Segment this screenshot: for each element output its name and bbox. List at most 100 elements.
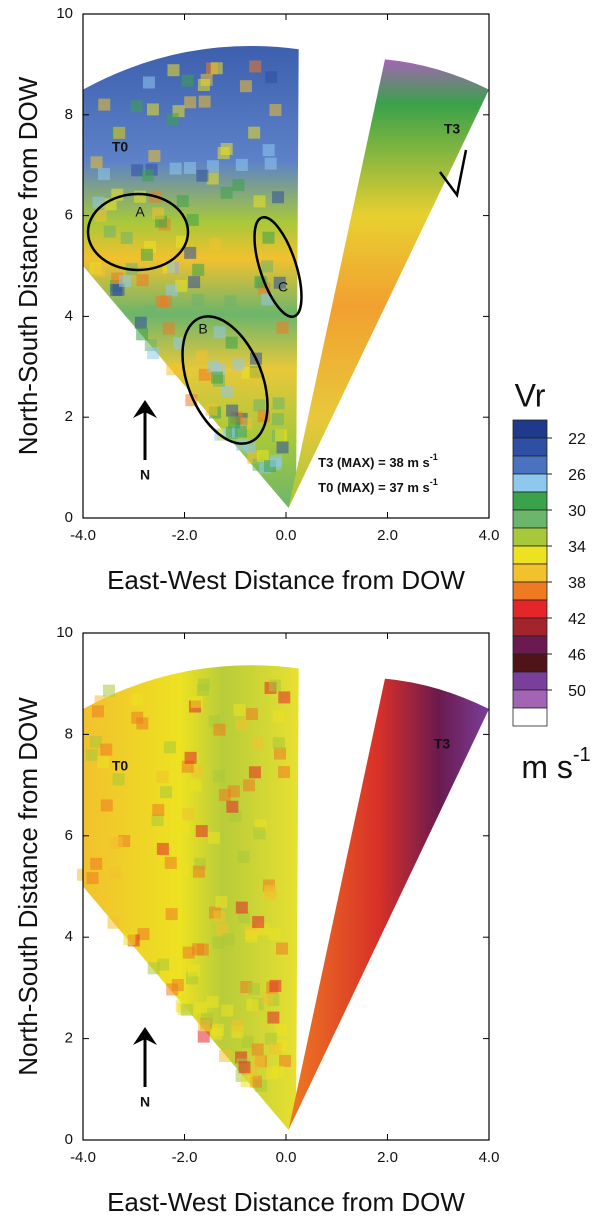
colorbar-swatch [512, 689, 548, 709]
texture [211, 371, 224, 384]
texture [113, 126, 126, 139]
texture [276, 441, 289, 454]
texture [221, 1004, 234, 1017]
texture [264, 157, 277, 170]
x-axis-title: East-West Distance from DOW [107, 1187, 465, 1217]
texture [165, 908, 178, 921]
north-arrow-head [133, 1027, 157, 1045]
texture [182, 808, 195, 821]
texture [276, 321, 289, 334]
texture [100, 743, 113, 756]
texture [245, 708, 258, 721]
colorbar-unit-text: m s [521, 749, 573, 785]
colorbar-tick-label: 30 [568, 503, 586, 520]
colorbar-swatch [512, 617, 548, 637]
texture [261, 260, 274, 273]
texture [210, 62, 223, 75]
texture [251, 1043, 264, 1056]
texture [143, 304, 156, 317]
colorbar-swatch [512, 419, 548, 439]
texture [237, 850, 250, 863]
texture [184, 161, 197, 174]
region-outline [86, 192, 190, 272]
texture [181, 74, 194, 87]
texture [275, 1023, 288, 1036]
colorbar-title: Vr [515, 377, 546, 413]
texture [249, 367, 262, 380]
colorbar: Vr 22 26 30 34 38 42 46 50 m s-1 [512, 377, 591, 785]
texture [147, 347, 160, 360]
texture [165, 284, 178, 297]
texture [253, 195, 266, 208]
texture [268, 679, 281, 692]
texture [146, 103, 159, 116]
x-axis-title: East-West Distance from DOW [107, 565, 465, 595]
texture [120, 232, 133, 245]
north-arrow-head [133, 400, 157, 418]
texture [134, 190, 147, 203]
texture [207, 831, 220, 844]
y-tick-label: 6 [65, 207, 73, 224]
texture [213, 723, 226, 736]
texture [205, 403, 218, 416]
texture [130, 100, 143, 113]
colorbar-tick-label: 42 [568, 611, 586, 628]
texture [184, 751, 197, 764]
colorbar-swatch [512, 527, 548, 547]
y-tick-label: 8 [65, 106, 73, 123]
colorbar-unit: m s-1 [521, 744, 590, 785]
texture [213, 326, 226, 339]
texture [261, 992, 274, 1005]
x-tick-label: 4.0 [479, 527, 500, 544]
annotation: N [140, 1094, 150, 1110]
texture [136, 274, 149, 287]
texture [97, 168, 110, 181]
texture [176, 863, 189, 876]
texture [213, 910, 226, 923]
x-tick-label: 0.0 [276, 1149, 297, 1166]
y-tick-label: 4 [65, 928, 73, 945]
colorbar-tick-label: 46 [568, 647, 586, 664]
texture [247, 982, 260, 995]
texture [249, 60, 262, 73]
texture [256, 449, 269, 462]
colorbar-swatch [512, 509, 548, 529]
texture [192, 263, 205, 276]
texture [191, 293, 204, 306]
texture [197, 1030, 210, 1043]
colorbar-swatch [512, 455, 548, 475]
max-note-sup: -1 [430, 452, 438, 462]
x-tick-label: -4.0 [70, 527, 96, 544]
texture [195, 825, 208, 838]
texture [163, 741, 176, 754]
texture [217, 147, 230, 160]
texture [241, 1035, 254, 1048]
colorbar-unit-sup: -1 [573, 744, 591, 766]
texture [235, 718, 248, 731]
texture [229, 810, 242, 823]
max-note-text: T3 (MAX) = 38 m s [318, 455, 430, 470]
y-tick-label: 8 [65, 725, 73, 742]
texture [141, 169, 154, 182]
colorbar-tick-label: 38 [568, 575, 586, 592]
y-tick-label: 2 [65, 1030, 73, 1047]
texture [147, 962, 160, 975]
colorbar-swatch [512, 707, 548, 727]
texture [192, 865, 205, 878]
texture [267, 1011, 280, 1024]
colorbar-swatch [512, 545, 548, 565]
texture [269, 1042, 282, 1055]
texture [225, 336, 238, 349]
texture [253, 399, 266, 412]
texture [134, 316, 147, 329]
texture [279, 1055, 292, 1068]
max-note: T0 (MAX) = 37 m s-1 [318, 477, 438, 495]
texture [102, 684, 115, 697]
texture [278, 766, 291, 779]
max-note-sup: -1 [430, 477, 438, 487]
texture [235, 901, 248, 914]
texture [234, 425, 247, 438]
texture [239, 80, 252, 93]
texture [98, 98, 111, 111]
